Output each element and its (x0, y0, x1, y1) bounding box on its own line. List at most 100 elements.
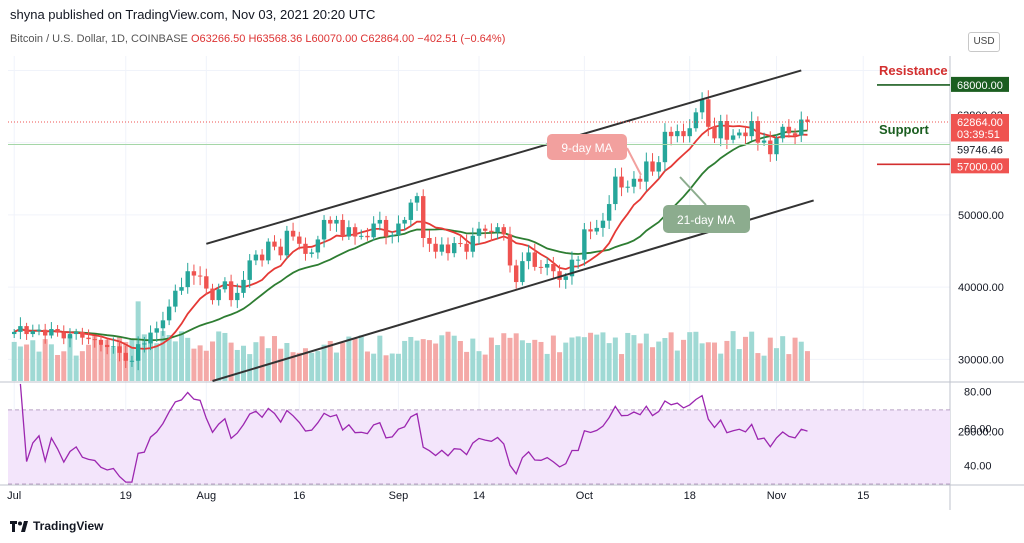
volume-bar (730, 331, 736, 381)
candle-body (216, 289, 221, 301)
publisher-text: shyna published on TradingView.com, Nov … (10, 7, 376, 22)
high-value: H63568.36 (248, 33, 303, 45)
volume-bar (371, 353, 377, 381)
volume-bar (662, 337, 668, 381)
candle-body (359, 235, 364, 237)
volume-bar (488, 337, 494, 381)
volume-bar (42, 339, 48, 381)
candle-body (328, 219, 333, 224)
volume-bar (166, 334, 172, 381)
low-value: L60070.00 (305, 33, 358, 45)
volume-bars (11, 301, 810, 381)
candle-body (768, 140, 773, 155)
candle-body (42, 329, 48, 336)
volume-bar (445, 331, 451, 381)
ma9-callout-pointer (626, 147, 642, 176)
volume-bar (606, 343, 612, 381)
candle-body (693, 112, 699, 129)
ma21-callout: 21-day MA (663, 176, 750, 233)
candle-body (805, 119, 810, 122)
price-tick-label: 20000.00 (958, 427, 1004, 439)
volume-bar (575, 336, 581, 381)
rsi-line (19, 383, 808, 483)
volume-bar (780, 336, 786, 381)
candle-body (179, 287, 184, 291)
volume-bar (457, 341, 463, 381)
candle-body (575, 259, 581, 261)
candle-body (452, 243, 457, 254)
volume-bar (92, 332, 98, 381)
candle-body (489, 230, 494, 233)
candle-body (222, 281, 228, 290)
candle-body (18, 326, 23, 332)
volume-bar (526, 342, 532, 381)
volume-bar (86, 344, 92, 381)
ma9-callout: 9-day MA (547, 134, 642, 176)
candle-body (650, 161, 655, 172)
candle-body (247, 260, 252, 280)
candle-body (724, 121, 730, 140)
candle-body (117, 346, 122, 353)
volume-bar (11, 341, 17, 381)
support-59746-tag-box (951, 141, 1009, 157)
time-tick-label: 19 (120, 490, 132, 502)
volume-bar (718, 353, 724, 381)
candle-body (712, 126, 717, 139)
volume-bar (228, 342, 234, 381)
volume-bar (544, 353, 550, 381)
volume-bar (668, 332, 674, 381)
candle-body (390, 235, 395, 237)
volume-bar (742, 336, 748, 381)
volume-bar (296, 352, 302, 381)
volume-bar (17, 346, 23, 381)
volume-bar (426, 340, 432, 381)
volume-bar (383, 355, 389, 381)
candle-body (718, 121, 723, 139)
candle-body (613, 176, 618, 205)
last-price-tag-box (951, 113, 1009, 142)
volume-bar (631, 335, 637, 381)
volume-bar (674, 350, 680, 381)
candle-body (142, 343, 147, 345)
candle-body (526, 252, 531, 262)
candle-body (662, 131, 668, 163)
candle-body (631, 178, 637, 187)
candle-body (557, 271, 562, 280)
candle-body (532, 252, 537, 267)
time-tick-label: Aug (197, 490, 217, 502)
volume-bar (464, 351, 470, 381)
candle-body (24, 326, 29, 335)
volume-bar (148, 339, 154, 381)
currency-button[interactable]: USD (968, 32, 1000, 52)
candle-body (278, 246, 283, 256)
candle-body (687, 128, 692, 137)
open-value: O63266.50 (190, 33, 246, 45)
candle-body (98, 339, 104, 345)
volume-bar (185, 337, 191, 381)
volume-bar (557, 352, 563, 381)
volume-bar (179, 331, 185, 381)
candle-body (253, 254, 259, 261)
volume-bar (98, 344, 104, 381)
countdown-tag: 03:39:51 (957, 129, 1000, 141)
volume-bar (612, 337, 618, 381)
volume-bar (519, 340, 525, 381)
candle-body (681, 131, 686, 137)
volume-bar (451, 335, 457, 381)
time-tick-label: Sep (389, 490, 409, 502)
ma9-callout-text: 9-day MA (561, 141, 612, 155)
candle-body (482, 228, 488, 231)
candle-body (699, 99, 705, 113)
candle-body (551, 264, 556, 272)
candle-body (637, 178, 643, 182)
candle-body (396, 223, 401, 236)
candle-body (340, 219, 345, 237)
candle-body (67, 334, 73, 339)
volume-bar (30, 340, 36, 381)
volume-bar (241, 345, 246, 381)
volume-bar (36, 351, 42, 381)
support-57000-tag: 57000.00 (957, 161, 1003, 173)
volume-bar (588, 332, 594, 381)
volume-bar (538, 341, 544, 381)
